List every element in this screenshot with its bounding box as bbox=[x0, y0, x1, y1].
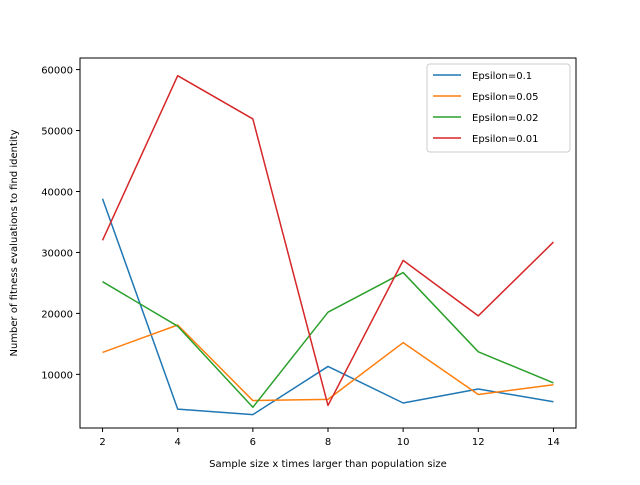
x-axis-label: Sample size x times larger than populati… bbox=[209, 459, 447, 470]
y-axis-label: Number of fitness evaluations to find id… bbox=[9, 129, 20, 356]
legend-entry-label: Epsilon=0.02 bbox=[472, 113, 539, 124]
y-tick-label: 60000 bbox=[41, 66, 73, 77]
legend-box bbox=[426, 63, 571, 153]
x-tick-label: 6 bbox=[250, 437, 256, 448]
series-line-4 bbox=[101, 74, 554, 407]
legend: Epsilon=0.1 Epsilon=0.05 Epsilon=0.02 Epsil… bbox=[426, 63, 571, 153]
legend-entry-label: Epsilon=0.1 bbox=[472, 71, 532, 82]
y-axis: 10000 20000 30000 40000 50000 60000 bbox=[41, 66, 80, 381]
series-layer bbox=[101, 74, 554, 416]
x-tick-label: 14 bbox=[547, 437, 560, 448]
y-tick-label: 50000 bbox=[41, 127, 73, 138]
series-line-2 bbox=[102, 324, 554, 402]
y-tick-label: 30000 bbox=[41, 248, 73, 259]
y-tick-label: 20000 bbox=[41, 309, 73, 320]
x-axis: 2 4 6 8 10 12 14 bbox=[99, 428, 560, 448]
x-tick-label: 4 bbox=[175, 437, 181, 448]
series-line-1 bbox=[101, 198, 554, 416]
x-tick-label: 12 bbox=[472, 437, 485, 448]
x-tick-label: 2 bbox=[99, 437, 105, 448]
legend-entry-label: Epsilon=0.01 bbox=[472, 134, 539, 145]
x-tick-label: 8 bbox=[325, 437, 331, 448]
series-line-3 bbox=[102, 271, 554, 409]
y-tick-label: 10000 bbox=[41, 370, 73, 381]
y-tick-label: 40000 bbox=[41, 187, 73, 198]
legend-entry-label: Epsilon=0.05 bbox=[472, 92, 539, 103]
x-tick-label: 10 bbox=[397, 437, 410, 448]
